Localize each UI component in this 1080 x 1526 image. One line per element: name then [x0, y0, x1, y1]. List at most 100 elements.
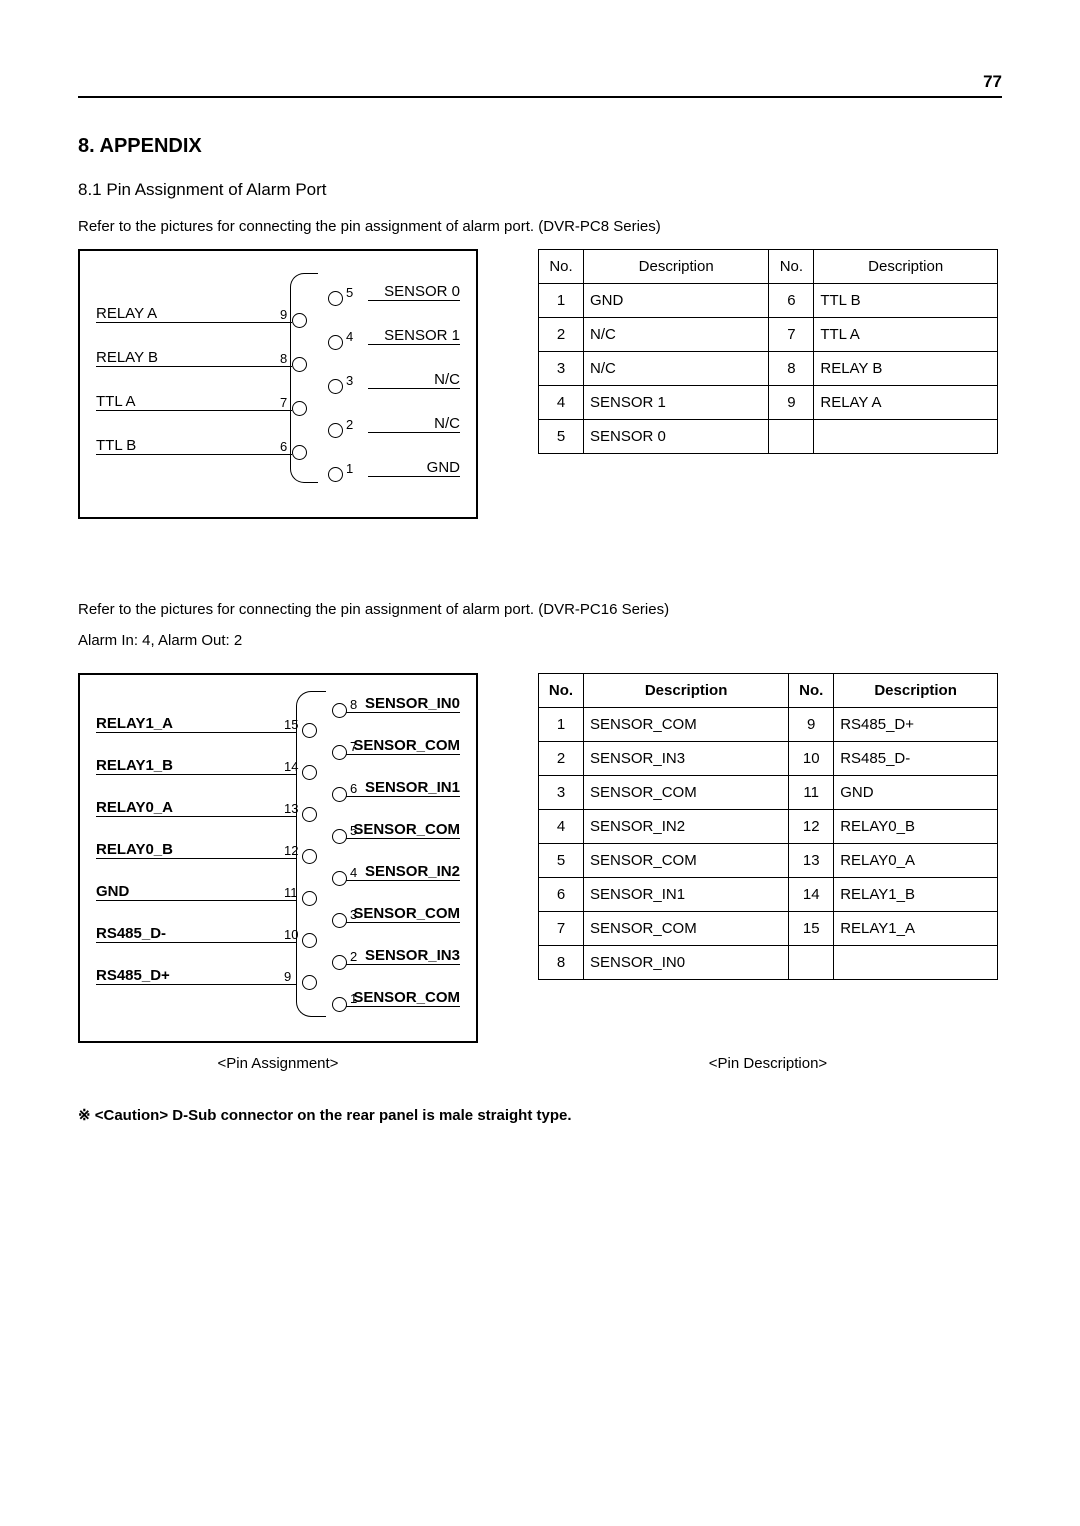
pin-label-left: RELAY0_B — [96, 841, 196, 859]
table-cell: 14 — [789, 878, 834, 912]
table-cell: 11 — [789, 776, 834, 810]
table-cell: SENSOR_COM — [584, 776, 789, 810]
pin-number: 2 — [350, 949, 357, 964]
table-row: 1SENSOR_COM9RS485_D+ — [539, 708, 998, 742]
pin-number: 13 — [284, 801, 298, 816]
pin-circle — [328, 467, 343, 482]
pin-number: 8 — [350, 697, 357, 712]
table-cell: 2 — [539, 318, 584, 352]
pin-circle — [328, 423, 343, 438]
pin-number: 2 — [346, 417, 353, 432]
pin-label-right: SENSOR_IN0 — [344, 695, 460, 713]
pin-circle — [302, 765, 317, 780]
pin-circle — [332, 787, 347, 802]
pin-circle — [328, 379, 343, 394]
table-cell: 2 — [539, 742, 584, 776]
pin-circle — [332, 997, 347, 1012]
pin-label-right: N/C — [368, 415, 460, 433]
table-cell: 12 — [789, 810, 834, 844]
pin-number: 4 — [350, 865, 357, 880]
pin-circle — [328, 291, 343, 306]
pc16-section: RELAY1_A15RELAY1_B14RELAY0_A13RELAY0_B12… — [78, 673, 1002, 1043]
pin-number: 7 — [350, 739, 357, 754]
table-row: 7SENSOR_COM15RELAY1_A — [539, 912, 998, 946]
table-cell: RELAY1_A — [834, 912, 998, 946]
pin-label-right: SENSOR 1 — [368, 327, 460, 345]
table-cell: SENSOR_IN2 — [584, 810, 789, 844]
table-header: No. — [539, 250, 584, 284]
table-cell: 9 — [769, 386, 814, 420]
pin-label-right: SENSOR 0 — [368, 283, 460, 301]
caption-pin-description: <Pin Description> — [538, 1055, 998, 1072]
pin-number: 1 — [346, 461, 353, 476]
page-number: 77 — [983, 72, 1002, 92]
pin-circle — [332, 745, 347, 760]
pin-label-left: TTL A — [96, 393, 184, 411]
pin-circle — [332, 871, 347, 886]
table-row: 3N/C8RELAY B — [539, 352, 998, 386]
table-cell: SENSOR_COM — [584, 912, 789, 946]
table-cell: 10 — [789, 742, 834, 776]
table-header: No. — [769, 250, 814, 284]
pin-label-left: RELAY A — [96, 305, 184, 323]
pin-circle — [292, 357, 307, 372]
pin-circle — [292, 313, 307, 328]
heading-appendix: 8. APPENDIX — [78, 135, 1002, 158]
table-cell: 13 — [789, 844, 834, 878]
pin-label-left: RELAY1_A — [96, 715, 196, 733]
pin-number: 10 — [284, 927, 298, 942]
table-header: No. — [539, 674, 584, 708]
pin-number: 5 — [346, 285, 353, 300]
pin-circle — [332, 955, 347, 970]
pin-label-right: SENSOR_COM — [344, 905, 460, 923]
pin-circle — [332, 829, 347, 844]
table-cell: SENSOR_COM — [584, 708, 789, 742]
table-cell: SENSOR_IN0 — [584, 946, 789, 980]
table-row: 5SENSOR_COM13RELAY0_A — [539, 844, 998, 878]
table-cell — [789, 946, 834, 980]
table-cell: GND — [834, 776, 998, 810]
pin-circle — [302, 975, 317, 990]
table-header: Description — [814, 250, 998, 284]
table-cell: SENSOR_COM — [584, 844, 789, 878]
pin-number: 9 — [284, 969, 291, 984]
pin-circle — [302, 891, 317, 906]
subheading-pin-assignment: 8.1 Pin Assignment of Alarm Port — [78, 180, 1002, 200]
pin-label-left: RELAY1_B — [96, 757, 196, 775]
pin-number: 6 — [280, 439, 287, 454]
table-cell: 5 — [539, 420, 584, 454]
table-cell: 4 — [539, 810, 584, 844]
pin-label-right: SENSOR_IN2 — [344, 863, 460, 881]
table-row: 1GND6TTL B — [539, 284, 998, 318]
pin-label-left: RS485_D+ — [96, 967, 196, 985]
pin-number: 9 — [280, 307, 287, 322]
pc16-intro: Refer to the pictures for connecting the… — [78, 601, 1002, 618]
table-cell: 1 — [539, 284, 584, 318]
table-cell: TTL B — [814, 284, 998, 318]
pc16-diagram: RELAY1_A15RELAY1_B14RELAY0_A13RELAY0_B12… — [78, 673, 478, 1043]
table-cell: SENSOR_IN1 — [584, 878, 789, 912]
pin-number: 5 — [350, 823, 357, 838]
table-cell: N/C — [584, 318, 769, 352]
table-cell: RELAY1_B — [834, 878, 998, 912]
pin-label-left: RELAY B — [96, 349, 184, 367]
table-row: 2SENSOR_IN310RS485_D- — [539, 742, 998, 776]
pin-circle — [302, 807, 317, 822]
pin-label-right: SENSOR_COM — [344, 821, 460, 839]
caption-row: <Pin Assignment> <Pin Description> — [78, 1055, 1002, 1072]
table-cell: 15 — [789, 912, 834, 946]
pin-number: 7 — [280, 395, 287, 410]
table-cell: RELAY0_B — [834, 810, 998, 844]
table-cell: 6 — [539, 878, 584, 912]
table-cell: 3 — [539, 352, 584, 386]
pin-label-left: TTL B — [96, 437, 184, 455]
pin-circle — [302, 933, 317, 948]
pin-circle — [292, 401, 307, 416]
table-row: 4SENSOR 19RELAY A — [539, 386, 998, 420]
pin-label-right: N/C — [368, 371, 460, 389]
table-cell: N/C — [584, 352, 769, 386]
pin-number: 12 — [284, 843, 298, 858]
table-cell — [834, 946, 998, 980]
table-header: Description — [584, 674, 789, 708]
table-cell: 1 — [539, 708, 584, 742]
